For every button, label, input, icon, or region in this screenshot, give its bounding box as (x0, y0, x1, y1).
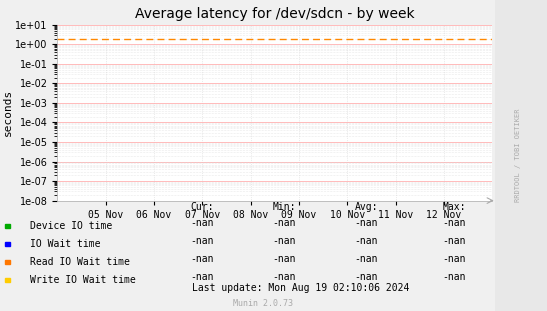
Text: Max:: Max: (443, 202, 465, 212)
Text: Avg:: Avg: (355, 202, 378, 212)
Text: -nan: -nan (273, 236, 296, 246)
Text: -nan: -nan (273, 218, 296, 228)
Text: -nan: -nan (273, 272, 296, 282)
Text: -nan: -nan (191, 236, 214, 246)
Text: Cur:: Cur: (191, 202, 214, 212)
Text: -nan: -nan (443, 236, 465, 246)
Text: -nan: -nan (191, 254, 214, 264)
Text: RRDTOOL / TOBI OETIKER: RRDTOOL / TOBI OETIKER (515, 109, 521, 202)
Text: -nan: -nan (443, 254, 465, 264)
Text: -nan: -nan (355, 218, 378, 228)
Text: Last update: Mon Aug 19 02:10:06 2024: Last update: Mon Aug 19 02:10:06 2024 (192, 283, 410, 293)
Text: -nan: -nan (355, 272, 378, 282)
Text: Device IO time: Device IO time (30, 221, 112, 231)
Text: -nan: -nan (443, 272, 465, 282)
Title: Average latency for /dev/sdcn - by week: Average latency for /dev/sdcn - by week (135, 7, 415, 21)
Text: -nan: -nan (191, 218, 214, 228)
Text: IO Wait time: IO Wait time (30, 239, 101, 249)
Text: Munin 2.0.73: Munin 2.0.73 (232, 299, 293, 308)
Text: -nan: -nan (191, 272, 214, 282)
Y-axis label: seconds: seconds (3, 89, 13, 136)
Text: Write IO Wait time: Write IO Wait time (30, 275, 136, 285)
Text: -nan: -nan (355, 254, 378, 264)
Text: -nan: -nan (443, 218, 465, 228)
Text: Read IO Wait time: Read IO Wait time (30, 257, 130, 267)
Text: -nan: -nan (273, 254, 296, 264)
Text: Min:: Min: (273, 202, 296, 212)
Text: -nan: -nan (355, 236, 378, 246)
